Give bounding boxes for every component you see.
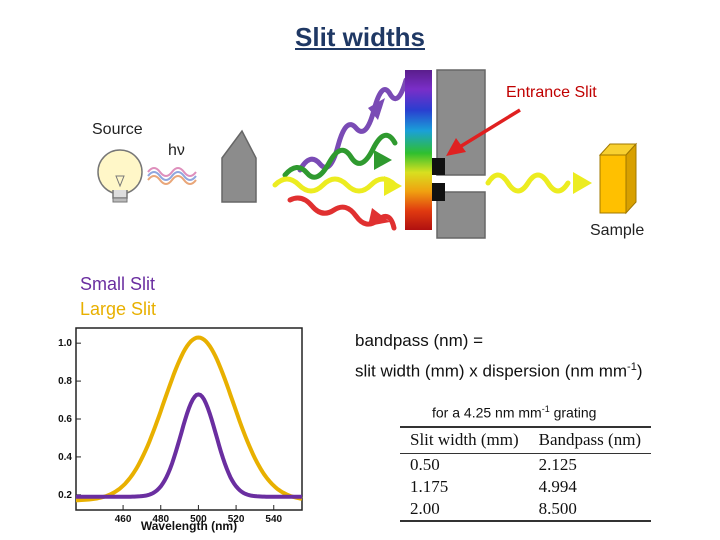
table-cell: 1.175	[410, 477, 449, 496]
table-cell: 4.994	[538, 477, 577, 496]
source-light-wave	[147, 167, 197, 185]
sample-cuvette-icon	[598, 142, 638, 215]
large-slit-curve	[76, 335, 303, 503]
y-tick-label: 0.4	[58, 452, 72, 463]
table-cell: 2.125	[538, 455, 577, 474]
table-row: 1.175 4.994	[400, 476, 651, 498]
entrance-slit-label: Entrance Slit	[506, 84, 597, 101]
formula-line-1: bandpass (nm) =	[355, 331, 484, 350]
optics-diagram	[97, 69, 638, 239]
y-tick-label: 0.2	[58, 490, 72, 501]
bandpass-chart: 460 480 500 520 540 0.2 0.4 0.6 0.8 1.0 Wavelengt…	[58, 327, 303, 533]
transmitted-light-wave	[485, 172, 592, 194]
sample-label: Sample	[590, 222, 645, 239]
bandpass-table: Slit width (mm) Bandpass (nm) 0.50 2.125…	[400, 426, 652, 522]
slit-jaw-upper	[436, 69, 486, 176]
plot-area	[75, 327, 303, 511]
y-tick-label: 0.6	[58, 414, 72, 425]
formula-line-2: slit width (mm) x dispersion (nm mm-1)	[355, 361, 643, 381]
column-header: Slit width (mm)	[400, 426, 529, 454]
table-cell: 0.50	[410, 455, 440, 474]
dispersed-light-waves	[272, 77, 409, 231]
table-row: 2.00 8.500	[400, 498, 652, 522]
y-tick-label: 1.0	[58, 338, 72, 349]
table-row: 0.50 2.125	[400, 454, 651, 477]
x-tick-label: 540	[265, 514, 282, 525]
table-cell: 2.00	[400, 498, 529, 522]
photon-label: hν	[168, 142, 185, 159]
legend-small-slit: Small Slit	[80, 274, 156, 294]
page-title: Slit widths	[295, 22, 425, 52]
arrow-heads	[368, 98, 402, 226]
x-tick-label: 460	[115, 514, 132, 525]
table-header-row: Slit width (mm) Bandpass (nm)	[400, 426, 652, 454]
slit-blade-lower	[432, 183, 445, 201]
bandpass-formula: bandpass (nm) = slit width (mm) x disper…	[355, 328, 643, 385]
light-bulb-icon	[97, 149, 143, 203]
spectrum-bar	[405, 70, 432, 230]
y-tick-label: 0.8	[58, 376, 72, 387]
small-slit-curve	[76, 392, 302, 499]
entrance-slit-arrow	[446, 108, 521, 156]
slit-blade-upper	[432, 158, 445, 175]
source-label: Source	[92, 121, 143, 138]
x-tick-label: 500	[190, 514, 207, 525]
column-header: Bandpass (nm)	[528, 426, 652, 454]
x-tick-label: 520	[228, 514, 245, 525]
dispersing-element	[221, 129, 257, 203]
x-axis-label: Wavelength (nm)	[141, 519, 237, 533]
grating-note: for a 4.25 nm mm-1 grating	[432, 404, 597, 421]
table-cell: 8.500	[528, 498, 652, 522]
legend-large-slit: Large Slit	[80, 299, 157, 319]
x-tick-label: 480	[152, 514, 169, 525]
